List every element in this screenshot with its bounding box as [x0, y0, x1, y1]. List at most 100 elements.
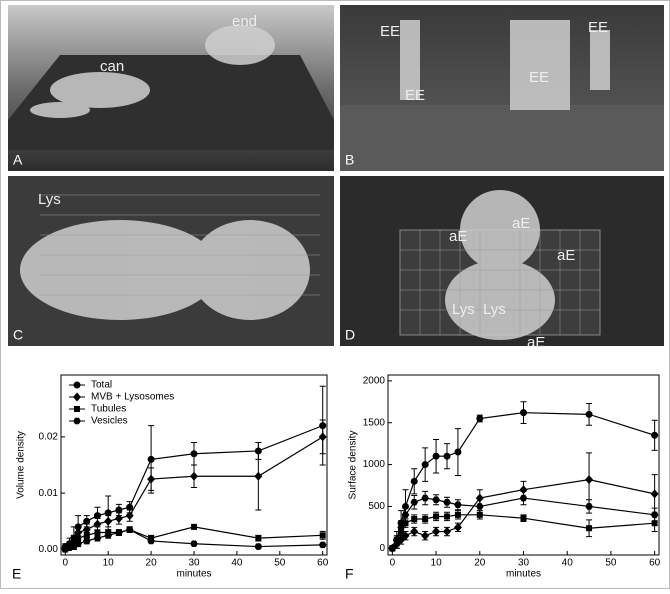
marker [433, 513, 439, 519]
marker [190, 472, 198, 481]
panel-letter: D [345, 327, 355, 343]
panel-label: can [100, 58, 124, 75]
marker [455, 512, 461, 518]
panel-label: Lys [452, 301, 475, 318]
marker [520, 409, 527, 416]
x-tick-label: 30 [518, 558, 530, 569]
panel-letter: E [12, 566, 21, 582]
marker [476, 503, 484, 510]
panel-label: aE [512, 215, 530, 232]
marker [94, 535, 102, 542]
x-tick-label: 50 [605, 558, 617, 569]
figure: Aend can B EE EE EE EE C Lys DaE aE aE Lys Lys aE 0 10 20… [0, 0, 670, 589]
x-axis-label: minutes [176, 569, 211, 580]
y-tick-label: 0.00 [39, 544, 59, 555]
floor [340, 105, 664, 171]
marker [444, 513, 450, 519]
legend-label: Total [91, 380, 112, 391]
marker [443, 499, 451, 506]
marker [411, 478, 418, 485]
panel-label: EE [588, 19, 608, 36]
marker [255, 543, 263, 550]
marker [73, 418, 81, 425]
x-tick-label: 30 [188, 558, 200, 569]
y-tick-label: 0.01 [39, 488, 59, 499]
y-tick-label: 0 [379, 543, 385, 554]
marker [454, 449, 461, 456]
y-tick-label: 2000 [363, 376, 386, 387]
marker [191, 524, 197, 530]
x-tick-label: 10 [431, 558, 443, 569]
x-tick-label: 60 [317, 558, 329, 569]
x-tick-label: 60 [649, 558, 661, 569]
marker [521, 515, 527, 521]
series-line [392, 498, 654, 548]
marker [433, 453, 440, 460]
legend-label: Tubules [91, 404, 126, 415]
panel-label: Lys [483, 301, 506, 318]
x-tick-label: 0 [390, 558, 396, 569]
panel-label: aE [449, 228, 467, 245]
y-tick-label: 1000 [363, 459, 386, 470]
panel-label: EE [380, 23, 400, 40]
panel-label: EE [405, 87, 425, 104]
marker [148, 456, 155, 463]
y-tick-label: 1500 [363, 417, 386, 428]
panel-letter: A [13, 152, 23, 168]
marker [454, 501, 462, 508]
marker [422, 461, 429, 468]
marker [421, 495, 429, 502]
x-tick-label: 20 [146, 558, 158, 569]
marker [191, 450, 198, 457]
marker [254, 472, 262, 481]
marker [320, 532, 326, 538]
legend-label: Vesicles [91, 416, 128, 427]
x-tick-label: 40 [562, 558, 574, 569]
panel-letter: B [345, 152, 354, 168]
panel-label: aE [557, 247, 575, 264]
x-tick-label: 40 [231, 558, 243, 569]
panel-label: end [232, 13, 257, 30]
panel-letter: C [13, 327, 23, 343]
x-tick-label: 0 [63, 558, 69, 569]
x-tick-label: 50 [274, 558, 286, 569]
marker [432, 527, 440, 536]
y-tick-label: 500 [368, 501, 385, 512]
marker [84, 532, 90, 538]
marker [74, 382, 81, 389]
marker [319, 542, 327, 549]
marker [586, 525, 592, 531]
panel-letter: F [345, 566, 354, 582]
marker [651, 489, 659, 498]
marker [73, 393, 81, 402]
panel-label: EE [529, 69, 549, 86]
marker [421, 531, 429, 540]
marker [444, 453, 451, 460]
marker [432, 496, 440, 503]
marker [255, 535, 261, 541]
marker [422, 516, 428, 522]
marker [75, 535, 81, 541]
marker [94, 530, 100, 536]
marker [586, 411, 593, 418]
marker [651, 432, 658, 439]
panel-label: Lys [38, 191, 61, 208]
marker [520, 495, 528, 502]
marker [190, 540, 198, 547]
x-tick-label: 20 [474, 558, 486, 569]
image-panels [8, 5, 664, 346]
marker [410, 499, 418, 506]
marker [83, 538, 91, 545]
panel-label: aE [527, 334, 545, 351]
x-tick-label: 10 [103, 558, 115, 569]
marker [651, 512, 659, 519]
y-tick-label: 0.02 [39, 432, 59, 443]
marker [410, 527, 418, 536]
marker [104, 517, 112, 526]
marker [319, 432, 327, 441]
marker [147, 475, 155, 484]
marker [443, 527, 451, 536]
marker [476, 415, 483, 422]
series-line [392, 413, 654, 549]
y-axis-label: Surface density [348, 431, 359, 500]
